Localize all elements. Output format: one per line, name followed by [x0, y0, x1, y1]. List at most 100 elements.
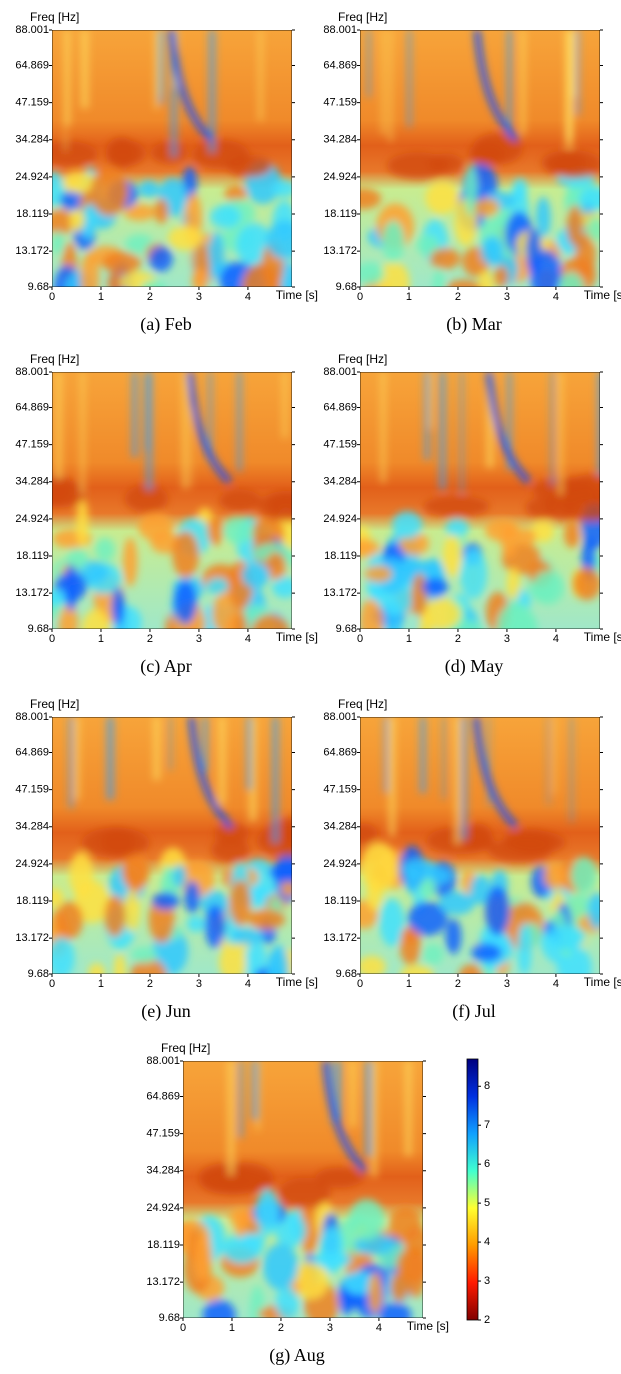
field-blob [241, 562, 270, 589]
field-streak [407, 30, 412, 127]
x-tick-label: 4 [245, 633, 251, 645]
field-blob [531, 520, 555, 543]
y-tick-label: 13.172 [15, 932, 49, 944]
field-blob [52, 887, 64, 908]
field-blob [360, 823, 378, 844]
field-blob [377, 261, 410, 287]
field-blob [471, 943, 502, 963]
y-tick-label: 88.001 [146, 1055, 180, 1067]
field-blob [193, 1232, 212, 1282]
x-tick-label: 2 [147, 633, 153, 645]
field-blob [202, 1299, 236, 1318]
field-blob [262, 1243, 299, 1291]
x-tick-label: 4 [553, 633, 559, 645]
field-streak [202, 717, 208, 772]
field-streak [506, 30, 513, 137]
x-tick-label: 3 [327, 1322, 333, 1334]
field-blob [216, 1162, 273, 1193]
field-blob [411, 573, 428, 617]
field-blob [517, 923, 532, 974]
field-streak [364, 1061, 373, 1157]
field-streak [485, 372, 532, 485]
y-tick-label: 47.159 [15, 97, 49, 109]
field-blob [377, 557, 407, 595]
field-blob [208, 231, 225, 274]
x-axis-label: Time [s] [276, 630, 318, 644]
field-streak [227, 1061, 235, 1176]
y-tick-label: 18.119 [16, 895, 49, 907]
y-tick-label: 47.159 [323, 784, 357, 796]
field-streak [64, 30, 71, 126]
field-texture [52, 30, 292, 287]
field-streak [460, 717, 468, 840]
field-blob [458, 964, 484, 974]
field-blob [407, 901, 448, 936]
field-streak [486, 372, 494, 468]
field-blob [575, 233, 596, 279]
field-blob [241, 263, 281, 287]
field-streak [506, 372, 513, 470]
field-streak [80, 30, 89, 109]
field-streak [381, 30, 386, 135]
y-axis-label: Freq [Hz] [338, 697, 387, 711]
caption: (b) Mar [446, 314, 501, 335]
field-blob [579, 186, 600, 211]
y-tick-label: 13.172 [15, 245, 49, 257]
y-tick-label: 24.924 [15, 513, 49, 525]
field-streak [419, 717, 426, 794]
field-streak [169, 717, 172, 770]
x-axis-label: Time [s] [584, 975, 621, 989]
y-tick-label: 24.924 [323, 171, 357, 183]
x-tick-label: 3 [504, 633, 510, 645]
field-blob [396, 1247, 423, 1284]
field-streak [424, 372, 430, 460]
y-tick-label: 88.001 [15, 366, 49, 378]
field-blob [255, 1188, 280, 1236]
field-blob [64, 564, 78, 612]
field-streak [68, 717, 74, 808]
field-blob [211, 837, 250, 862]
colorbar-tick-label: 4 [484, 1236, 490, 1248]
y-tick-label: 64.869 [15, 746, 49, 758]
field-streak [168, 30, 215, 143]
y-tick-label: 34.284 [323, 134, 357, 146]
spectrogram [52, 372, 292, 629]
field-blob [76, 497, 89, 547]
field-blob [219, 489, 262, 512]
field-blob [60, 190, 84, 211]
y-tick-label: 47.159 [15, 784, 49, 796]
colorbar-tick-label: 3 [484, 1275, 490, 1287]
field-blob [130, 946, 158, 964]
x-axis-label: Time [s] [407, 1319, 449, 1333]
field-streak [55, 372, 62, 480]
field-blob [95, 537, 115, 562]
field-blob [251, 613, 290, 629]
x-tick-label: 2 [147, 978, 153, 990]
field-texture [52, 372, 292, 629]
field-blob [245, 940, 267, 974]
field-blob [275, 1286, 299, 1318]
caption: (f) Jul [452, 1001, 496, 1022]
field-streak [271, 717, 279, 844]
field-streak [597, 372, 600, 476]
x-tick-label: 1 [229, 1322, 235, 1334]
field-blob [500, 522, 518, 558]
field-blob [123, 890, 140, 932]
field-blob [399, 965, 434, 974]
x-axis-label: Time [s] [276, 288, 318, 302]
y-tick-label: 18.119 [16, 550, 49, 562]
x-tick-label: 0 [357, 978, 363, 990]
field-streak [565, 30, 574, 140]
field-blob [88, 962, 106, 974]
y-axis-label: Freq [Hz] [338, 352, 387, 366]
field-blob [291, 1261, 329, 1300]
field-blob [417, 877, 437, 900]
y-tick-label: 64.869 [15, 59, 49, 71]
y-tick-label: 34.284 [323, 476, 357, 488]
field-blob [184, 880, 201, 914]
field-streak [473, 30, 520, 143]
x-tick-label: 2 [278, 1322, 284, 1334]
y-tick-label: 34.284 [323, 821, 357, 833]
